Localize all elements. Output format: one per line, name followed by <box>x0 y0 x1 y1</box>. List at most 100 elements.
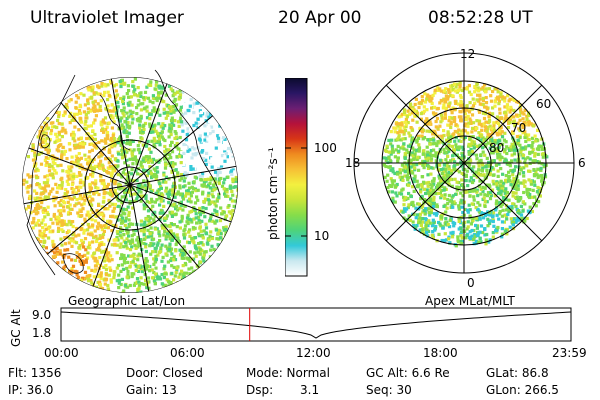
polar-pixel <box>443 97 447 101</box>
geo-pixel <box>93 132 97 137</box>
polar-pixel <box>498 210 502 214</box>
polar-pixel <box>401 168 405 172</box>
geo-pixel <box>101 217 105 221</box>
geo-pixel <box>113 95 118 100</box>
geo-pixel <box>55 222 60 226</box>
geo-pixel <box>120 175 124 179</box>
door-status: Door: Closed <box>126 366 203 380</box>
geo-pixel <box>89 124 93 128</box>
geo-pixel <box>185 191 189 195</box>
geo-pixel <box>206 137 210 141</box>
geo-pixel <box>113 202 117 207</box>
geo-pixel <box>171 223 175 227</box>
polar-pixel <box>396 156 400 160</box>
geo-pixel <box>94 239 98 244</box>
colorbar-tick-10: 10 <box>314 229 330 243</box>
geo-pixel <box>72 231 76 235</box>
geo-pixel <box>75 174 79 178</box>
polar-pixel <box>432 195 436 200</box>
polar-pixel <box>418 127 422 131</box>
geo-pixel <box>204 206 208 211</box>
polar-pixel <box>433 154 437 158</box>
geo-pixel <box>181 204 185 208</box>
polar-pixel <box>493 100 497 104</box>
geo-pixel <box>147 160 151 164</box>
polar-pixel <box>463 124 467 128</box>
geo-pixel <box>158 143 162 147</box>
geo-pixel <box>135 281 139 285</box>
geo-pixel <box>233 170 237 174</box>
polar-pixel <box>498 200 502 205</box>
geo-pixel <box>36 237 40 242</box>
geo-pixel <box>158 203 162 207</box>
geo-pixel <box>38 131 42 135</box>
polar-pixel <box>453 118 457 122</box>
polar-pixel <box>430 106 434 110</box>
geo-pixel <box>207 115 211 119</box>
polar-pixel <box>425 181 429 185</box>
geo-pixel <box>116 263 121 268</box>
geo-pixel <box>232 204 236 208</box>
geo-pixel <box>200 150 204 154</box>
polar-pixel <box>496 225 500 230</box>
geo-pixel <box>197 234 201 238</box>
geo-pixel <box>57 201 61 205</box>
geo-pixel <box>149 130 153 134</box>
polar-pixel <box>478 94 482 98</box>
geo-pixel <box>155 166 159 170</box>
geo-pixel <box>186 192 190 196</box>
geo-pixel <box>152 262 156 266</box>
geo-pixel <box>43 215 47 219</box>
polar-pixel <box>503 105 507 109</box>
geo-pixel <box>126 84 130 88</box>
geo-pixel <box>209 125 214 129</box>
polar-pixel <box>521 117 525 121</box>
geo-pixel <box>66 174 70 178</box>
polar-pixel <box>436 86 440 90</box>
polar-pixel <box>488 210 492 215</box>
geo-pixel <box>123 119 127 124</box>
polar-pixel <box>395 182 399 187</box>
polar-pixel <box>473 234 477 238</box>
polar-pixel <box>492 224 496 228</box>
geo-pixel <box>203 178 207 182</box>
polar-pixel <box>490 136 494 140</box>
polar-pixel <box>519 204 523 208</box>
polar-pixel <box>431 179 435 183</box>
polar-pixel <box>461 210 465 215</box>
polar-pixel <box>501 172 505 176</box>
geo-pixel <box>151 101 155 105</box>
geo-pixel <box>155 174 159 179</box>
polar-pixel <box>451 194 455 198</box>
geo-pixel <box>89 199 93 203</box>
polar-pixel <box>523 202 527 206</box>
polar-pixel <box>496 90 500 94</box>
polar-pixel <box>397 122 401 126</box>
geo-pixel <box>192 257 196 261</box>
geo-pixel <box>177 240 181 244</box>
geo-pixel <box>116 232 120 236</box>
geo-pixel <box>194 216 198 220</box>
date-label: 20 Apr 00 <box>278 8 362 28</box>
polar-pixel <box>514 142 518 146</box>
polar-pixel <box>421 137 425 141</box>
polar-pixel <box>540 137 544 141</box>
geo-pixel <box>194 173 198 177</box>
polar-pixel <box>521 200 525 204</box>
geo-pixel <box>72 161 76 165</box>
geo-pixel <box>149 234 153 238</box>
geo-pixel <box>129 254 133 258</box>
geo-pixel <box>135 106 139 110</box>
geo-pixel <box>36 211 40 215</box>
geo-pixel <box>51 160 55 164</box>
polar-pixel <box>407 171 411 175</box>
geo-pixel <box>131 80 135 84</box>
geo-pixel <box>117 278 122 282</box>
polar-pixel <box>428 129 432 134</box>
geo-pixel <box>151 157 156 161</box>
polar-pixel <box>494 208 498 212</box>
geo-pixel <box>107 93 111 98</box>
geo-pixel <box>86 107 90 111</box>
geo-pixel <box>222 226 226 230</box>
geo-pixel <box>153 260 158 264</box>
